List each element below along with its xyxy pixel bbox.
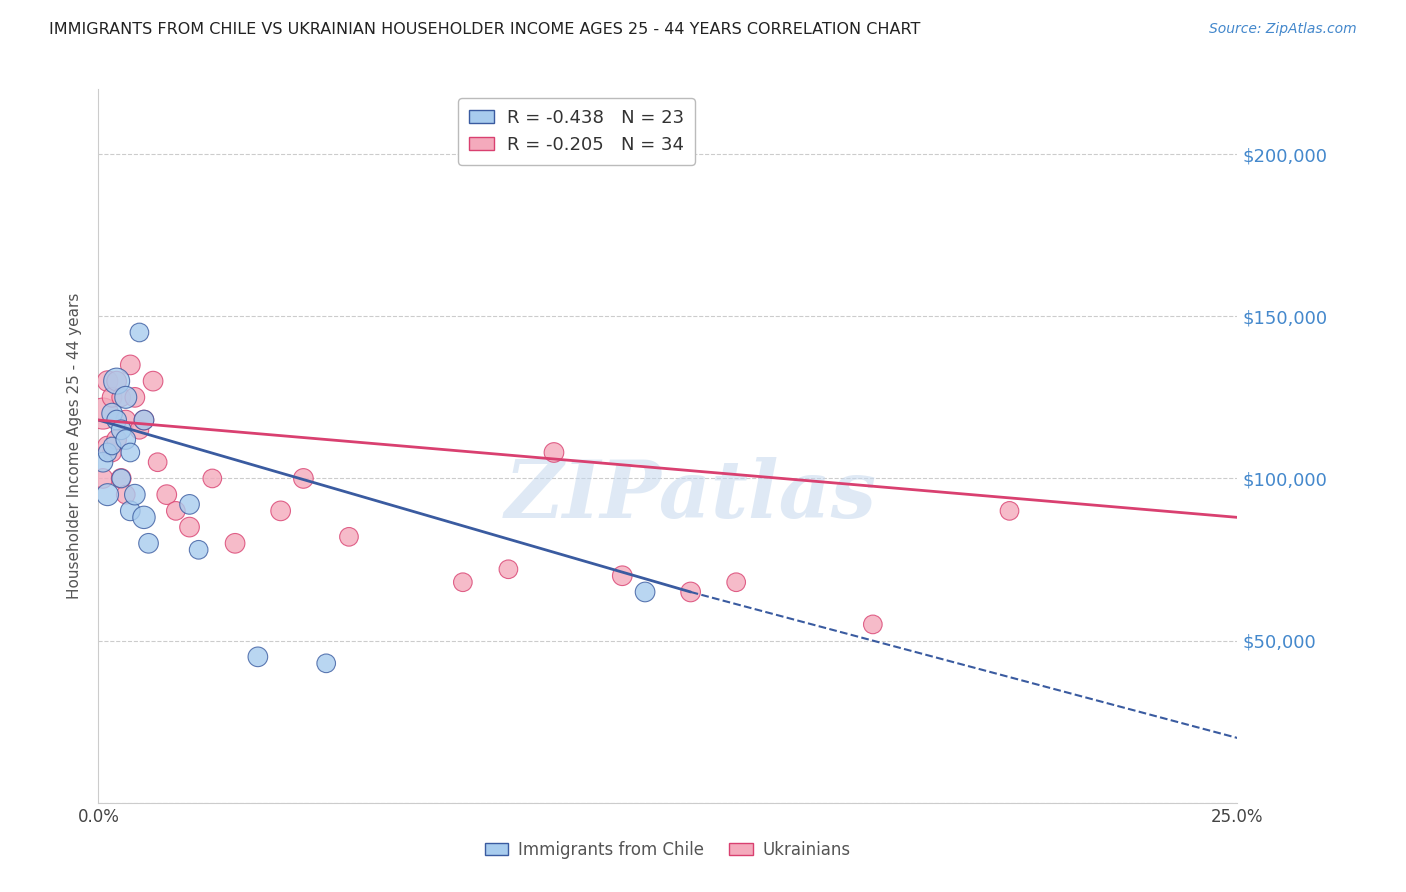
Point: [110, 471, 132, 485]
Point: [105, 433, 128, 447]
Point: [120, 445, 142, 459]
Point: [156, 488, 179, 502]
Point: [451, 575, 474, 590]
Y-axis label: Householder Income Ages 25 - 44 years: Householder Income Ages 25 - 44 years: [67, 293, 83, 599]
Point: [114, 488, 136, 502]
Point: [105, 374, 128, 388]
Point: [337, 530, 360, 544]
Point: [634, 585, 657, 599]
Point: [120, 504, 142, 518]
Point: [142, 374, 165, 388]
Point: [246, 649, 269, 664]
Point: [114, 433, 136, 447]
Point: [114, 413, 136, 427]
Point: [96, 445, 118, 459]
Point: [96, 374, 118, 388]
Point: [128, 326, 150, 340]
Point: [146, 455, 169, 469]
Point: [862, 617, 884, 632]
Point: [138, 536, 160, 550]
Point: [498, 562, 520, 576]
Point: [998, 504, 1021, 518]
Point: [124, 488, 146, 502]
Point: [91, 407, 114, 421]
Point: [128, 423, 150, 437]
Point: [101, 390, 124, 404]
Point: [132, 413, 155, 427]
Point: [224, 536, 246, 550]
Point: [120, 358, 142, 372]
Point: [96, 488, 118, 502]
Point: [124, 390, 146, 404]
Point: [292, 471, 315, 485]
Point: [315, 657, 337, 671]
Point: [96, 439, 118, 453]
Point: [165, 504, 187, 518]
Point: [543, 445, 565, 459]
Point: [187, 542, 209, 557]
Point: [132, 510, 155, 524]
Text: IMMIGRANTS FROM CHILE VS UKRAINIAN HOUSEHOLDER INCOME AGES 25 - 44 YEARS CORRELA: IMMIGRANTS FROM CHILE VS UKRAINIAN HOUSE…: [49, 22, 921, 37]
Point: [612, 568, 634, 582]
Point: [179, 520, 201, 534]
Point: [105, 374, 128, 388]
Point: [110, 471, 132, 485]
Point: [725, 575, 748, 590]
Point: [101, 445, 124, 459]
Point: [110, 423, 132, 437]
Point: [105, 413, 128, 427]
Point: [91, 455, 114, 469]
Legend: Immigrants from Chile, Ukrainians: Immigrants from Chile, Ukrainians: [478, 835, 858, 866]
Text: ZIPatlas: ZIPatlas: [505, 458, 877, 534]
Point: [110, 390, 132, 404]
Point: [132, 413, 155, 427]
Point: [101, 439, 124, 453]
Point: [114, 390, 136, 404]
Point: [179, 497, 201, 511]
Point: [101, 407, 124, 421]
Point: [679, 585, 702, 599]
Point: [91, 471, 114, 485]
Text: Source: ZipAtlas.com: Source: ZipAtlas.com: [1209, 22, 1357, 37]
Point: [201, 471, 224, 485]
Point: [270, 504, 292, 518]
